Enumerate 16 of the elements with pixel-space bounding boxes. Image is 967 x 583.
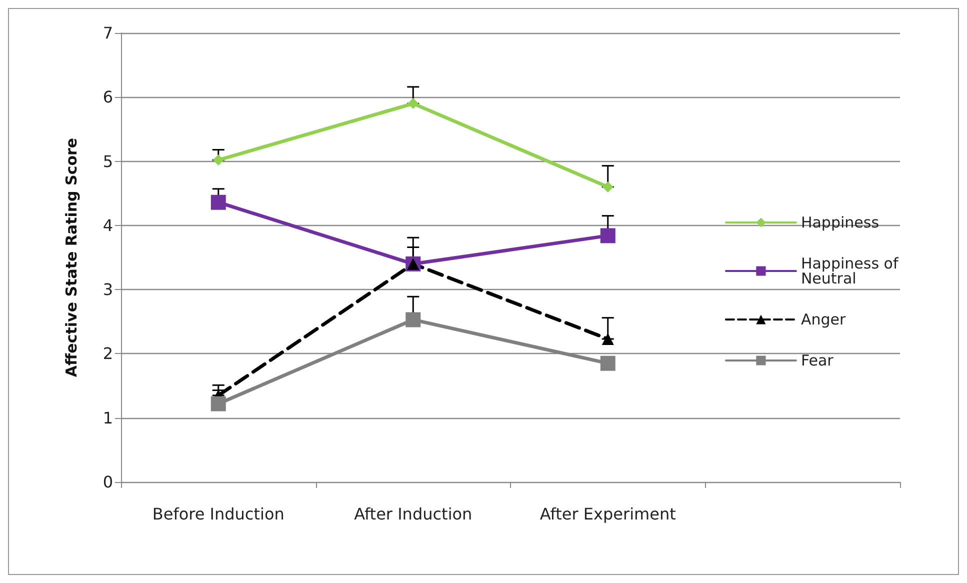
y-tick-label: 5 [102, 152, 113, 171]
y-tick-label: 1 [102, 408, 113, 428]
y-tick-label: 6 [102, 88, 113, 107]
legend-label: Anger [800, 310, 846, 328]
y-tick-label: 0 [102, 472, 113, 492]
x-tick-label: After Induction [354, 504, 472, 524]
y-tick-label: 3 [102, 280, 113, 300]
x-tick-label: After Experiment [540, 504, 676, 524]
y-tick-label: 4 [102, 216, 113, 235]
x-tick-label: Before Induction [152, 504, 284, 524]
y-axis-title: Affective State Rating Score [62, 138, 80, 378]
legend-label: Happiness [800, 214, 880, 232]
y-tick-label: 2 [102, 344, 113, 364]
legend-label: Happiness of Neutral [800, 254, 904, 288]
y-tick-label: 7 [102, 24, 113, 42]
legend-label: Fear [800, 352, 834, 370]
